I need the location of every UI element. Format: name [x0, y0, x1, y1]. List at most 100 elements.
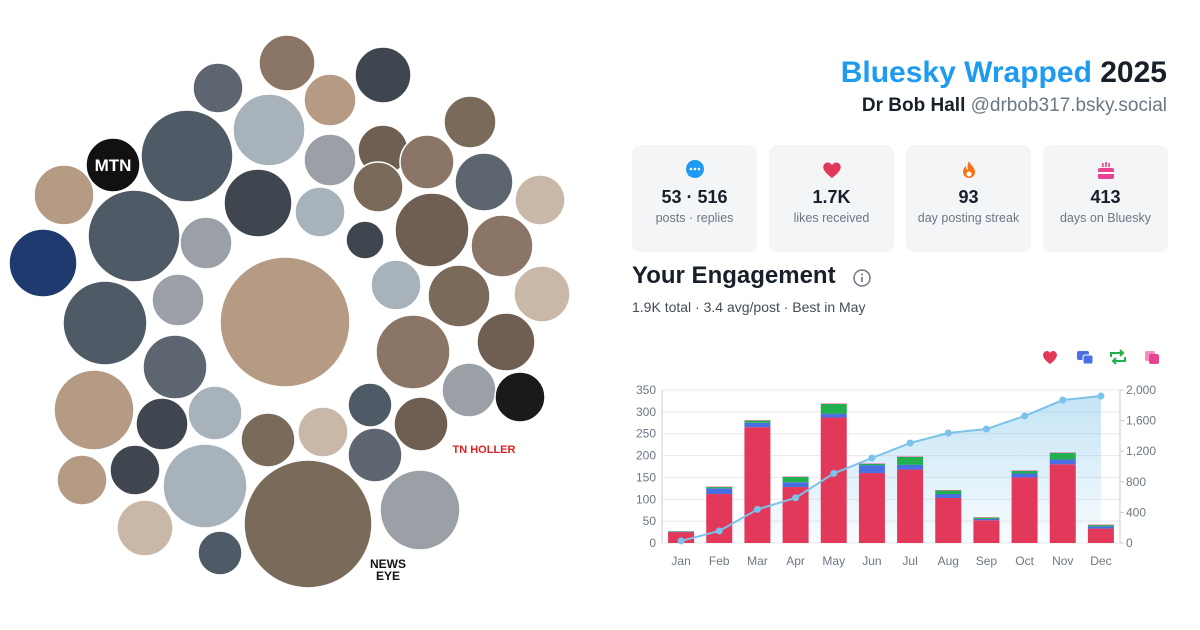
avatar — [240, 412, 296, 468]
bar-segment — [1087, 525, 1114, 527]
line-point — [1097, 392, 1105, 400]
avatar — [85, 137, 141, 193]
y-tick-label: 150 — [636, 470, 656, 484]
avatar — [151, 273, 205, 327]
avatar — [303, 133, 357, 187]
stat-value: 413 — [1090, 187, 1121, 207]
y2-tick-label: 800 — [1126, 475, 1146, 489]
y2-tick-label: 1,600 — [1126, 414, 1156, 428]
bar-segment — [782, 482, 809, 488]
bar-segment — [820, 417, 847, 543]
bar-segment — [1011, 470, 1038, 474]
avatar — [33, 164, 95, 226]
x-tick-label: Sep — [976, 554, 998, 568]
bar-segment — [820, 413, 847, 418]
title-text: Bluesky Wrapped — [840, 56, 1092, 89]
avatar — [393, 396, 449, 452]
avatar — [370, 259, 422, 311]
x-tick-label: May — [822, 554, 845, 568]
avatar — [187, 385, 243, 441]
line-point — [944, 429, 952, 437]
x-tick-label: Nov — [1052, 554, 1073, 568]
legend-icon[interactable] — [1043, 351, 1057, 364]
icon — [1110, 349, 1126, 365]
chart: 0 50 100 150 200 250 300 350 0 400 800 1,200 1,600 2,… — [636, 349, 1159, 568]
avatar — [62, 280, 148, 366]
avatar — [87, 189, 181, 283]
bar-segment — [858, 473, 885, 543]
stat-label: day posting streak — [917, 211, 1020, 225]
bar-segment — [1011, 477, 1038, 543]
bar-segment — [973, 517, 1000, 519]
avatar — [347, 427, 403, 483]
bar-segment — [1011, 473, 1038, 478]
bar-segment — [706, 487, 733, 489]
bar-segment — [897, 464, 924, 470]
avatar — [354, 46, 412, 104]
stat-card: 413 days on Bluesky — [1043, 145, 1168, 252]
avatar — [56, 454, 108, 506]
avatar — [394, 192, 470, 268]
bar-segment — [1049, 452, 1076, 460]
avatar — [140, 109, 234, 203]
avatar — [142, 334, 208, 400]
line-point — [1059, 396, 1067, 404]
legend-icon[interactable] — [1077, 351, 1094, 365]
user-handle: @drbob317.bsky.social — [970, 95, 1167, 116]
logo-text: NEWS — [370, 557, 406, 571]
section-title: Your Engagement — [632, 262, 836, 289]
avatar — [427, 264, 491, 328]
bar-segment — [1049, 459, 1076, 465]
bar-segment — [973, 520, 1000, 543]
avatar — [375, 314, 451, 390]
area — [681, 396, 1101, 543]
avatar — [476, 312, 536, 372]
x-tick-label: Mar — [747, 554, 768, 568]
x-tick-label: Apr — [786, 554, 805, 568]
x-tick-label: Dec — [1090, 554, 1111, 568]
avatar — [8, 228, 78, 298]
bar-segment — [706, 494, 733, 543]
x-tick-label: Aug — [938, 554, 959, 568]
icon — [686, 160, 704, 178]
stat-label: posts · replies — [655, 211, 734, 225]
avatar — [223, 168, 293, 238]
bar-segment — [858, 463, 885, 466]
bar-segment — [935, 490, 962, 495]
avatar — [303, 73, 357, 127]
avatar — [232, 93, 306, 167]
avatar — [399, 134, 455, 190]
bar-segment — [858, 465, 885, 474]
y-tick-label: 350 — [636, 383, 656, 397]
x-tick-label: Oct — [1015, 554, 1034, 568]
x-tick-label: Jun — [862, 554, 881, 568]
legend-icon[interactable] — [1110, 349, 1126, 365]
line-point — [868, 454, 876, 462]
avatar — [192, 62, 244, 114]
bar-segment — [744, 427, 771, 543]
bar-segment — [935, 494, 962, 498]
stat-value: 53 · 516 — [661, 187, 728, 207]
bar-segment — [706, 488, 733, 495]
bar-segment — [1049, 464, 1076, 543]
avatar — [443, 95, 497, 149]
x-tick-label: Feb — [709, 554, 730, 568]
legend-icon[interactable] — [1145, 351, 1159, 364]
y-tick-label: 0 — [649, 536, 656, 550]
bar-segment — [935, 497, 962, 543]
stat-label: likes received — [793, 211, 870, 225]
y-tick-label: 200 — [636, 449, 656, 463]
info-icon[interactable] — [852, 268, 872, 288]
avatar — [513, 265, 571, 323]
y-tick-label: 300 — [636, 405, 656, 419]
y2-tick-label: 1,200 — [1126, 444, 1156, 458]
avatar — [258, 34, 316, 92]
y-tick-label: 50 — [643, 514, 657, 528]
avatar — [441, 362, 497, 418]
line-point — [753, 505, 761, 513]
avatar — [454, 152, 514, 212]
avatar — [116, 499, 174, 557]
icon — [963, 161, 975, 178]
